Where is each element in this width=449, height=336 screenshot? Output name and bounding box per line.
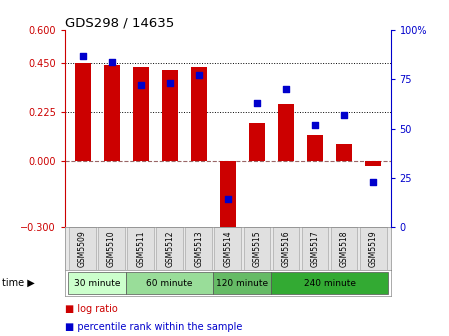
- Point: [253, 100, 260, 106]
- Text: 240 minute: 240 minute: [304, 279, 356, 288]
- Point: [108, 59, 115, 65]
- Bar: [273, 227, 299, 270]
- Bar: [360, 227, 387, 270]
- Bar: [278, 104, 294, 161]
- Text: GSM5512: GSM5512: [165, 230, 174, 267]
- Point: [79, 53, 86, 58]
- Text: ■ log ratio: ■ log ratio: [65, 304, 118, 313]
- Bar: [365, 161, 381, 166]
- Bar: [249, 123, 265, 161]
- Text: GSM5513: GSM5513: [194, 230, 203, 267]
- Bar: [104, 65, 119, 161]
- Bar: [133, 67, 149, 161]
- Point: [166, 81, 173, 86]
- Text: GSM5509: GSM5509: [78, 230, 87, 267]
- Point: [282, 86, 290, 92]
- Text: GSM5515: GSM5515: [252, 230, 261, 267]
- Bar: [126, 272, 213, 294]
- Text: 60 minute: 60 minute: [146, 279, 193, 288]
- Text: GDS298 / 14635: GDS298 / 14635: [65, 16, 174, 29]
- Bar: [272, 272, 388, 294]
- Text: GSM5517: GSM5517: [311, 230, 320, 267]
- Bar: [220, 161, 236, 233]
- Point: [224, 197, 232, 202]
- Text: time ▶: time ▶: [2, 278, 35, 288]
- Bar: [69, 227, 96, 270]
- Bar: [191, 67, 207, 161]
- Bar: [98, 227, 125, 270]
- Text: GSM5516: GSM5516: [282, 230, 291, 267]
- Point: [312, 122, 319, 127]
- Point: [370, 179, 377, 184]
- Text: ■ percentile rank within the sample: ■ percentile rank within the sample: [65, 322, 242, 332]
- Bar: [336, 144, 352, 161]
- Text: 120 minute: 120 minute: [216, 279, 269, 288]
- Text: GSM5510: GSM5510: [107, 230, 116, 267]
- Bar: [213, 272, 272, 294]
- Bar: [68, 272, 126, 294]
- Bar: [302, 227, 328, 270]
- Text: GSM5514: GSM5514: [223, 230, 233, 267]
- Point: [340, 112, 348, 118]
- Bar: [156, 227, 183, 270]
- Bar: [331, 227, 357, 270]
- Bar: [185, 227, 212, 270]
- Text: GSM5518: GSM5518: [339, 230, 348, 267]
- Bar: [162, 70, 178, 161]
- Text: GSM5519: GSM5519: [369, 230, 378, 267]
- Bar: [128, 227, 154, 270]
- Bar: [75, 63, 91, 161]
- Point: [137, 83, 144, 88]
- Bar: [307, 135, 323, 161]
- Text: 30 minute: 30 minute: [74, 279, 120, 288]
- Text: GSM5511: GSM5511: [136, 230, 145, 267]
- Point: [195, 73, 202, 78]
- Bar: [243, 227, 270, 270]
- Bar: [215, 227, 241, 270]
